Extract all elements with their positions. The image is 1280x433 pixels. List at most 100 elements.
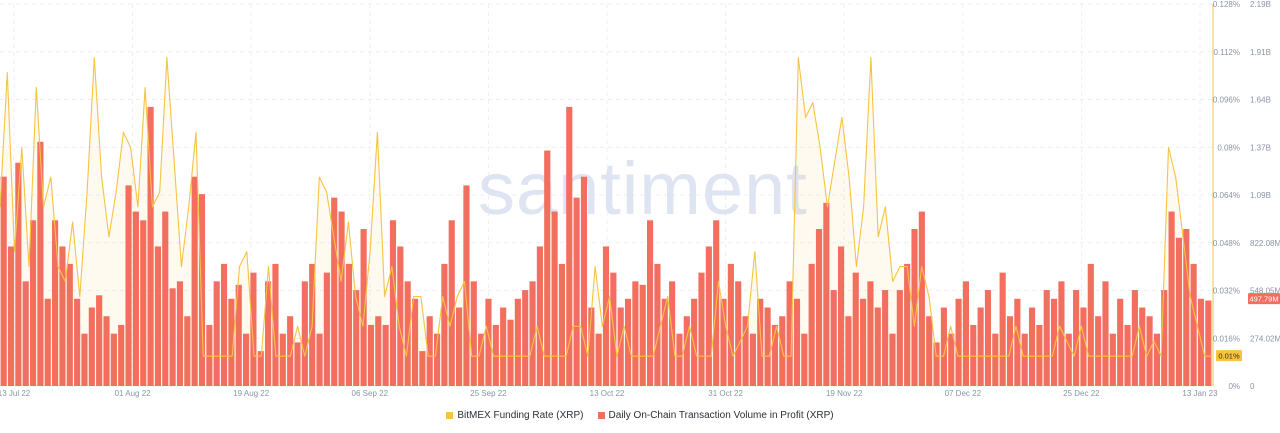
volume-bar	[984, 290, 992, 386]
volume-bar	[206, 324, 213, 386]
volume-bar	[647, 220, 654, 386]
volume-bar	[88, 307, 95, 386]
volume-bar	[500, 307, 507, 386]
volume-bar	[940, 307, 947, 386]
volume-bar	[389, 220, 397, 386]
volume-bar	[632, 281, 639, 386]
volume-bar	[176, 281, 184, 386]
legend-item-funding[interactable]: BitMEX Funding Rate (XRP)	[446, 410, 584, 421]
legend-swatch-funding	[446, 412, 454, 419]
volume-bar	[771, 324, 779, 386]
y-left-tick-label: 0.048%	[1213, 239, 1240, 248]
legend-label-funding: BitMEX Funding Rate (XRP)	[457, 410, 584, 421]
volume-bar	[191, 176, 198, 386]
volume-bar	[279, 333, 286, 386]
volume-bar	[250, 272, 257, 386]
x-axis-ticks: 13 Jul 22 01 Aug 22 19 Aug 22 06 Sep 22 25 S…	[0, 389, 1218, 398]
volume-bar	[1190, 263, 1197, 386]
volume-current-badge	[1248, 293, 1280, 305]
y-left-tick-label: 0.08%	[1217, 143, 1240, 152]
volume-bar	[1205, 300, 1212, 386]
y-right-tick-label: 1.91B	[1250, 48, 1271, 57]
volume-bar	[228, 298, 235, 386]
volume-bar	[338, 211, 345, 386]
x-tick-label: 13 Jul 22	[0, 389, 31, 398]
volume-bar	[720, 298, 727, 386]
volume-bar	[1065, 333, 1072, 386]
volume-bar	[926, 316, 933, 386]
legend-swatch-volume	[597, 412, 605, 419]
y-left-tick-label: 0.112%	[1213, 48, 1240, 57]
volume-bar	[1153, 333, 1160, 386]
x-tick-label: 25 Sep 22	[470, 389, 507, 398]
x-tick-label: 13 Oct 22	[590, 389, 625, 398]
volume-bar	[257, 351, 264, 386]
funding-rate-line	[0, 57, 1212, 357]
volume-bar	[683, 316, 690, 386]
volume-bar	[1102, 281, 1109, 386]
volume-bar	[793, 298, 801, 386]
y-axis-right-ticks: 0 274.02M 548.05M 822.08M 1.09B 1.37B 1.64B 1.9…	[1250, 0, 1280, 391]
volume-bar	[529, 281, 536, 386]
volume-bar	[287, 316, 294, 386]
volume-bar	[1124, 324, 1131, 386]
volume-bar	[360, 229, 367, 386]
volume-bar	[382, 324, 389, 386]
volume-bar	[676, 333, 683, 386]
volume-bar	[815, 229, 823, 386]
y-left-tick-label: 0.128%	[1213, 0, 1240, 9]
current-value-badges: 0.01% 497.79M	[1216, 293, 1280, 362]
volume-bar	[345, 263, 352, 386]
volume-bar	[617, 307, 624, 386]
x-tick-label: 13 Jan 23	[1182, 389, 1218, 398]
y-left-tick-label: 0%	[1228, 382, 1240, 391]
volume-bar	[272, 263, 279, 386]
volume-bar	[705, 246, 712, 386]
y-axis-left-ticks: 0% 0.016% 0.032% 0.048% 0.064% 0.08% 0.096% 0.1…	[1213, 0, 1240, 391]
volume-bar	[198, 194, 206, 386]
volume-bar	[15, 162, 22, 386]
volume-bar	[220, 263, 228, 386]
volume-bar	[860, 298, 867, 386]
volume-bar	[456, 307, 463, 386]
legend-item-volume[interactable]: Daily On-Chain Transaction Volume in Pro…	[597, 410, 834, 421]
volume-bar	[485, 298, 492, 386]
volume-bar	[1117, 298, 1124, 386]
volume-bar	[294, 342, 301, 386]
volume-bar	[896, 290, 903, 386]
y-right-tick-label: 822.08M	[1250, 239, 1280, 248]
volume-bar	[1051, 298, 1058, 386]
y-right-tick-label: 0	[1250, 382, 1255, 391]
x-tick-label: 19 Nov 22	[826, 389, 863, 398]
volume-bar	[0, 176, 7, 386]
volume-bar	[970, 324, 977, 386]
volume-bar	[7, 246, 15, 386]
volume-current-label: 497.79M	[1249, 295, 1278, 304]
volume-bar	[749, 333, 756, 386]
chart-svg: santiment 13 Jul 22 01 Aug 22 19 Aug 22 06 …	[0, 0, 1280, 398]
volume-bar	[404, 281, 411, 386]
volume-bar	[830, 290, 837, 386]
y-left-tick-label: 0.064%	[1213, 191, 1240, 200]
volume-bar	[184, 316, 191, 386]
volume-bar	[889, 333, 896, 386]
volume-bar	[595, 333, 602, 386]
volume-bar	[1073, 290, 1080, 386]
volume-bar	[1095, 316, 1102, 386]
volume-bar	[1139, 307, 1146, 386]
volume-bar	[661, 298, 668, 386]
volume-bar	[29, 220, 37, 386]
y-left-tick-label: 0.016%	[1213, 334, 1240, 343]
volume-bar	[441, 263, 448, 386]
volume-bar	[742, 316, 749, 386]
volume-bar	[110, 333, 117, 386]
volume-bar	[1036, 324, 1043, 386]
volume-bar	[1109, 333, 1116, 386]
volume-bar	[1014, 298, 1021, 386]
volume-bar	[580, 176, 588, 386]
volume-bar	[588, 307, 595, 386]
volume-bar	[992, 333, 999, 386]
volume-bar	[727, 263, 734, 386]
volume-bar	[786, 281, 793, 386]
